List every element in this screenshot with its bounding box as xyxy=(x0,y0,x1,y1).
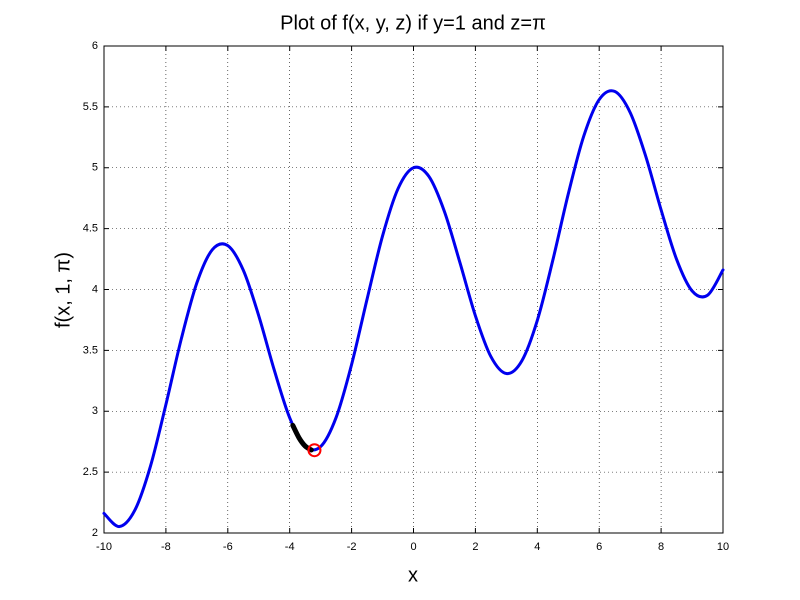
y-axis-label: f(x, 1, π) xyxy=(52,252,74,328)
x-tick-label: 2 xyxy=(472,541,478,553)
marker xyxy=(307,443,322,458)
y-tick-label: 4.5 xyxy=(83,223,98,235)
x-tick-label: 8 xyxy=(658,541,664,553)
y-tick-label: 5.5 xyxy=(83,101,98,113)
x-tick-label: -4 xyxy=(285,541,295,553)
y-tick-label: 4 xyxy=(92,283,98,295)
x-tick-label: -10 xyxy=(96,541,112,553)
function-line xyxy=(102,89,725,529)
x-axis-label: x xyxy=(408,564,418,586)
y-tick-label: 3 xyxy=(92,405,98,417)
y-tick-label: 6 xyxy=(92,40,98,52)
x-tick-label: 6 xyxy=(596,541,602,553)
x-tick-label: 4 xyxy=(534,541,540,553)
y-tick-label: 2.5 xyxy=(83,466,98,478)
plot-frame xyxy=(103,45,724,534)
y-tick-label: 2 xyxy=(92,527,98,539)
y-tick-label: 5 xyxy=(92,162,98,174)
chart-title: Plot of f(x, y, z) if y=1 and z=π xyxy=(280,12,546,34)
x-tick-label: -2 xyxy=(347,541,357,553)
x-tick-label: -6 xyxy=(223,541,233,553)
x-tick-label: 0 xyxy=(410,541,416,553)
x-tick-label: 10 xyxy=(717,541,729,553)
y-tick-label: 3.5 xyxy=(83,344,98,356)
x-tick-label: -8 xyxy=(161,541,171,553)
